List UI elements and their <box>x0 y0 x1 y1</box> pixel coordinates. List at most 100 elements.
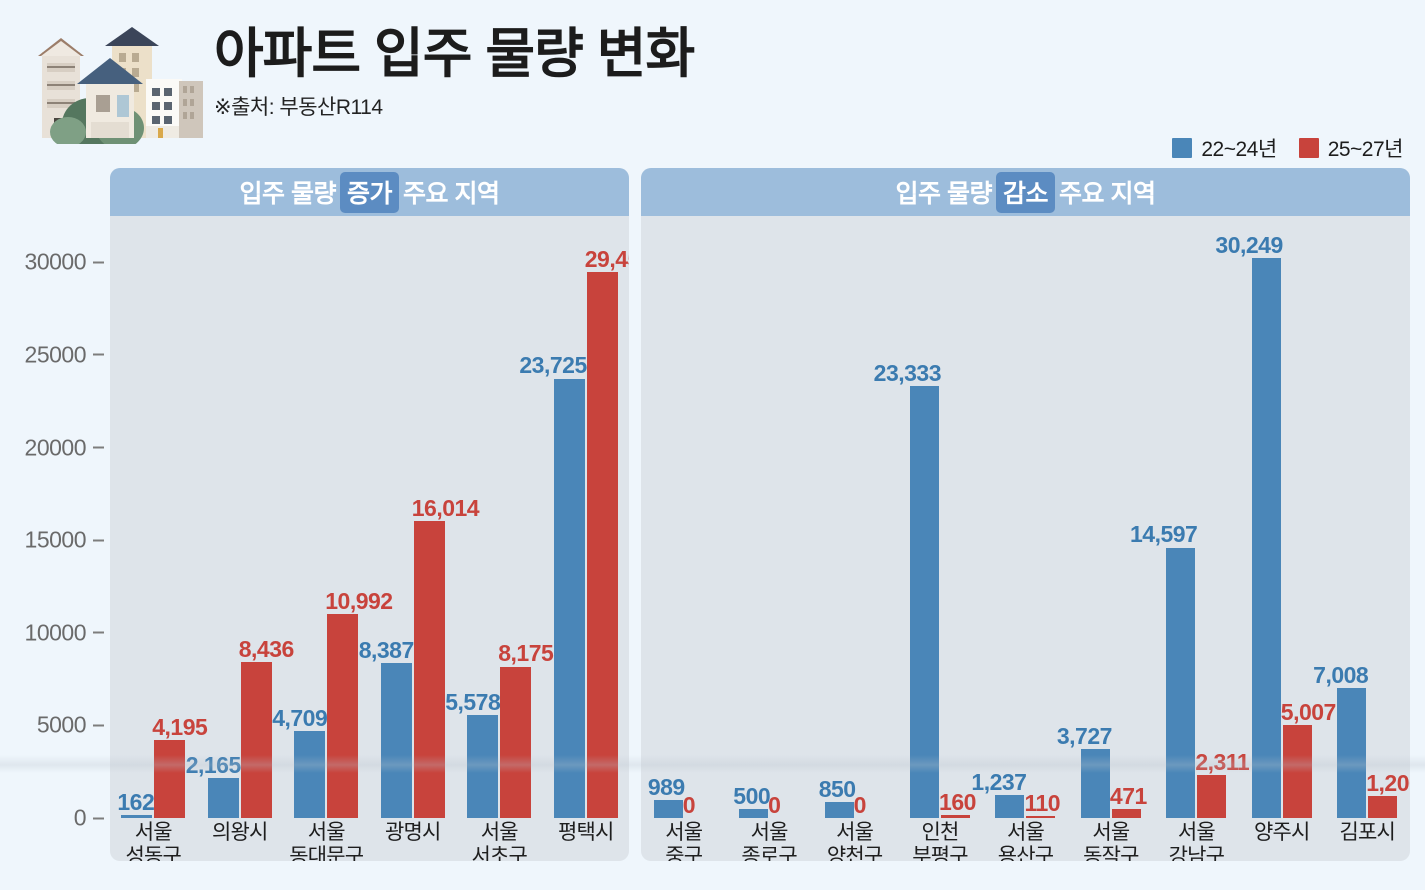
bar-wrap-red: 471 <box>1110 216 1147 818</box>
x-axis-label-line: 동작구 <box>1083 844 1139 861</box>
bar-group: 5,578 8,175 <box>445 216 554 818</box>
bar-red[interactable] <box>1026 815 1056 818</box>
title-block: 아파트 입주 물량 변화 ※출처: 부동산R114 <box>214 26 695 121</box>
legend-label-22-24: 22~24년 <box>1201 138 1277 161</box>
panel-decrease-header-prefix: 입주 물량 <box>895 180 993 208</box>
bar-blue[interactable] <box>294 730 326 818</box>
bar-blue[interactable] <box>1080 748 1110 818</box>
x-axis-label-line: 광명시 <box>384 821 441 844</box>
x-axis-label-line: 양천구 <box>826 844 883 861</box>
bar-blue[interactable] <box>467 714 499 818</box>
x-axis-label: 서울 동대문구 <box>283 818 370 861</box>
bar-wrap-red: 1,200 <box>1366 216 1410 818</box>
x-axis-label: 서울 종로구 <box>726 818 811 861</box>
bar-groups-increase: 162 4,195 2,165 8,436 4,709 10,992 8,387 16,014… <box>110 216 629 818</box>
legend-item-22-24[interactable]: 22~24년 <box>1172 133 1277 163</box>
bar-blue[interactable] <box>207 777 239 818</box>
bar-value-label: 5,578 <box>445 688 501 715</box>
bar-value-label: 8,175 <box>498 640 554 667</box>
bar-wrap-red: 0 <box>853 216 885 818</box>
x-axis-label-line: 서울 <box>665 821 703 844</box>
bar-red[interactable] <box>941 815 971 818</box>
bar-red[interactable] <box>1368 795 1398 818</box>
bar-blue[interactable] <box>380 662 412 818</box>
bar-wrap-blue: 5,578 <box>445 216 501 818</box>
bar-red[interactable] <box>413 521 445 818</box>
bar-wrap-blue: 8,387 <box>359 216 414 818</box>
bar-blue[interactable] <box>1251 257 1281 818</box>
bar-wrap-blue: 162 <box>117 216 155 818</box>
chart-legend: 22~24년 25~27년 <box>1172 133 1404 163</box>
bar-wrap-blue: 14,597 <box>1130 216 1198 818</box>
x-axis-label-line: 서울 <box>836 821 874 844</box>
bar-wrap-blue: 2,165 <box>186 216 241 818</box>
plot-increase: 162 4,195 2,165 8,436 4,709 10,992 8,387 16,014… <box>110 216 629 861</box>
bar-red[interactable] <box>1282 725 1312 818</box>
bar-wrap-blue: 1,237 <box>971 216 1027 818</box>
bar-blue[interactable] <box>653 799 683 818</box>
bar-red[interactable] <box>586 272 618 818</box>
bar-wrap-blue: 989 <box>648 216 685 818</box>
bar-wrap-red: 10,992 <box>325 216 393 818</box>
x-axis-label-line: 평택시 <box>557 821 614 844</box>
bar-value-label: 5,007 <box>1280 699 1337 726</box>
bar-wrap-red: 110 <box>1024 216 1061 818</box>
x-axis-label-line: 서초구 <box>471 844 528 861</box>
bar-wrap-red: 29,455 <box>585 216 629 818</box>
bar-value-label: 23,333 <box>873 359 942 386</box>
plot-area-decrease: 989 0 500 0 850 0 23,333 160 1,237 110 3,727 471 14,… <box>641 216 1410 818</box>
x-axis-label: 서울 중구 <box>641 818 726 861</box>
bar-red[interactable] <box>327 614 359 818</box>
x-axis-label: 서울 용산구 <box>983 818 1068 861</box>
bar-group: 850 0 <box>812 216 897 818</box>
x-axis-label: 평택시 <box>543 818 630 861</box>
bar-group: 2,165 8,436 <box>186 216 294 818</box>
x-axis-label: 김포시 <box>1325 818 1410 861</box>
bar-group: 162 4,195 <box>110 216 208 818</box>
bar-value-label: 30,249 <box>1215 231 1283 258</box>
panel-decrease: 입주 물량 감소 주요 지역 989 0 500 0 850 0 23,333 160 1,23… <box>641 168 1410 861</box>
bar-red[interactable] <box>154 740 186 818</box>
x-axis-label: 서울 성동구 <box>110 818 197 861</box>
panel-increase-header-highlight: 증가 <box>339 171 399 213</box>
x-axis-label-line: 중구 <box>665 844 703 861</box>
bar-wrap-blue: 23,725 <box>519 216 587 818</box>
bar-blue[interactable] <box>995 795 1025 818</box>
x-axis-label-line: 인천 <box>921 821 960 844</box>
bar-value-label: 29,455 <box>584 246 629 273</box>
bar-blue[interactable] <box>553 378 585 818</box>
bar-red[interactable] <box>1197 775 1227 818</box>
panel-increase-header-suffix: 주요 지역 <box>403 180 500 208</box>
bar-value-label: 850 <box>818 776 856 803</box>
red-square-swatch <box>1298 138 1319 158</box>
x-labels-decrease: 서울 중구 서울 종로구 서울 양천구 인천 부평구 서울 용산구 서울 동작구 서울 강남구 양주시 김포시 <box>641 818 1410 861</box>
bar-groups-decrease: 989 0 500 0 850 0 23,333 160 1,237 110 3,727 471 14,… <box>641 216 1410 818</box>
bar-value-label: 0 <box>853 791 867 818</box>
x-axis-label: 서울 서초구 <box>456 818 543 861</box>
x-axis-label-line: 서울 <box>480 821 519 844</box>
bar-value-label: 3,727 <box>1056 722 1113 749</box>
bar-red[interactable] <box>500 666 532 818</box>
bar-wrap-red: 2,311 <box>1195 216 1250 818</box>
x-axis-label-line: 서울 <box>307 821 346 844</box>
bar-value-label: 162 <box>117 788 155 815</box>
bar-red[interactable] <box>1111 809 1141 818</box>
bar-blue[interactable] <box>910 385 940 818</box>
legend-item-25-27[interactable]: 25~27년 <box>1298 133 1404 163</box>
bar-blue[interactable] <box>1337 688 1367 818</box>
plot-area-increase: 162 4,195 2,165 8,436 4,709 10,992 8,387 16,014… <box>110 216 629 818</box>
bar-group: 4,709 10,992 <box>272 216 393 818</box>
bar-wrap-blue: 7,008 <box>1313 216 1369 818</box>
source-note: ※출처: 부동산R114 <box>214 95 383 119</box>
bar-blue[interactable] <box>824 802 854 818</box>
page-header: 아파트 입주 물량 변화 ※출처: 부동산R114 22~24년 25~27년 <box>0 0 1425 163</box>
bar-value-label: 500 <box>733 782 771 809</box>
bar-value-label: 14,597 <box>1129 521 1198 548</box>
x-axis-label-line: 서울 <box>750 821 789 844</box>
bar-blue[interactable] <box>121 815 153 818</box>
bar-blue[interactable] <box>1166 547 1196 818</box>
bar-blue[interactable] <box>739 808 769 818</box>
x-labels-increase: 서울 성동구 의왕시 서울 동대문구 광명시 서울 서초구 평택시 <box>110 818 629 861</box>
x-axis-label: 의왕시 <box>197 818 284 861</box>
bar-red[interactable] <box>240 661 272 818</box>
